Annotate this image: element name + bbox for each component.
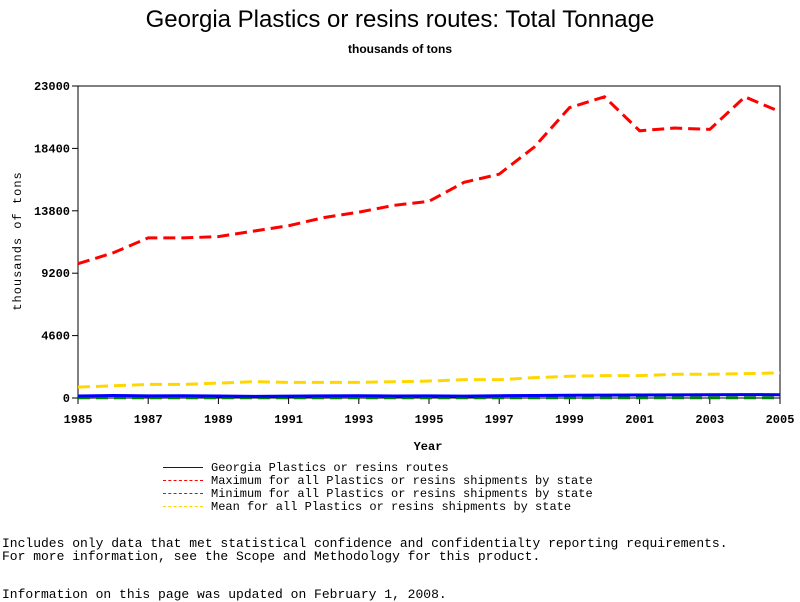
x-tick-label: 2003 (695, 413, 724, 427)
series-line-3 (77, 371, 781, 389)
x-tick-label: 2001 (625, 413, 654, 427)
y-tick-label: 4600 (41, 330, 70, 344)
x-tick-label: 1997 (485, 413, 514, 427)
footnote-updated: Information on this page was updated on … (2, 587, 447, 602)
footnote-methodology: For more information, see the Scope and … (2, 549, 541, 564)
legend-label: Minimum for all Plastics or resins shipm… (211, 486, 593, 501)
chart-subtitle: thousands of tons (348, 42, 452, 56)
legend-swatch (163, 493, 203, 494)
y-tick-label: 9200 (41, 267, 70, 281)
legend-item: Georgia Plastics or resins routes (163, 460, 593, 475)
x-tick-label: 1995 (415, 413, 444, 427)
footnote-confidentiality: Includes only data that met statistical … (2, 536, 728, 551)
x-tick-label: 2005 (766, 413, 795, 427)
series-layer (77, 95, 781, 400)
x-tick-label: 1993 (344, 413, 373, 427)
x-tick-label: 1991 (274, 413, 303, 427)
series-line-1 (77, 95, 781, 266)
legend-label: Maximum for all Plastics or resins shipm… (211, 473, 593, 488)
y-tick-label: 0 (63, 392, 70, 406)
legend-swatch (163, 506, 203, 507)
x-tick-label: 1985 (64, 413, 93, 427)
legend-item: Maximum for all Plastics or resins shipm… (163, 473, 593, 488)
legend-item: Mean for all Plastics or resins shipment… (163, 499, 593, 514)
y-tick-label: 18400 (34, 142, 70, 156)
y-tick-label: 13800 (34, 205, 70, 219)
chart-title: Georgia Plastics or resins routes: Total… (145, 6, 655, 33)
y-axis-label: thousands of tons (11, 171, 25, 310)
x-tick-label: 1987 (134, 413, 163, 427)
axis-ticks: 0 4600 9200 13800 18400 23000 1985 1987 1989 1991… (34, 80, 794, 427)
x-tick-label: 1999 (555, 413, 584, 427)
series-line-0 (77, 393, 781, 398)
legend-swatch (163, 480, 203, 481)
x-axis-label: Year (414, 440, 443, 454)
legend-item: Minimum for all Plastics or resins shipm… (163, 486, 593, 501)
x-tick-label: 1989 (204, 413, 233, 427)
legend-label: Georgia Plastics or resins routes (211, 460, 449, 475)
legend-label: Mean for all Plastics or resins shipment… (211, 499, 572, 514)
legend-swatch (163, 467, 203, 468)
plot-area (77, 85, 781, 399)
y-tick-label: 23000 (34, 80, 70, 94)
legend: Georgia Plastics or resins routes Maximum… (163, 460, 593, 514)
